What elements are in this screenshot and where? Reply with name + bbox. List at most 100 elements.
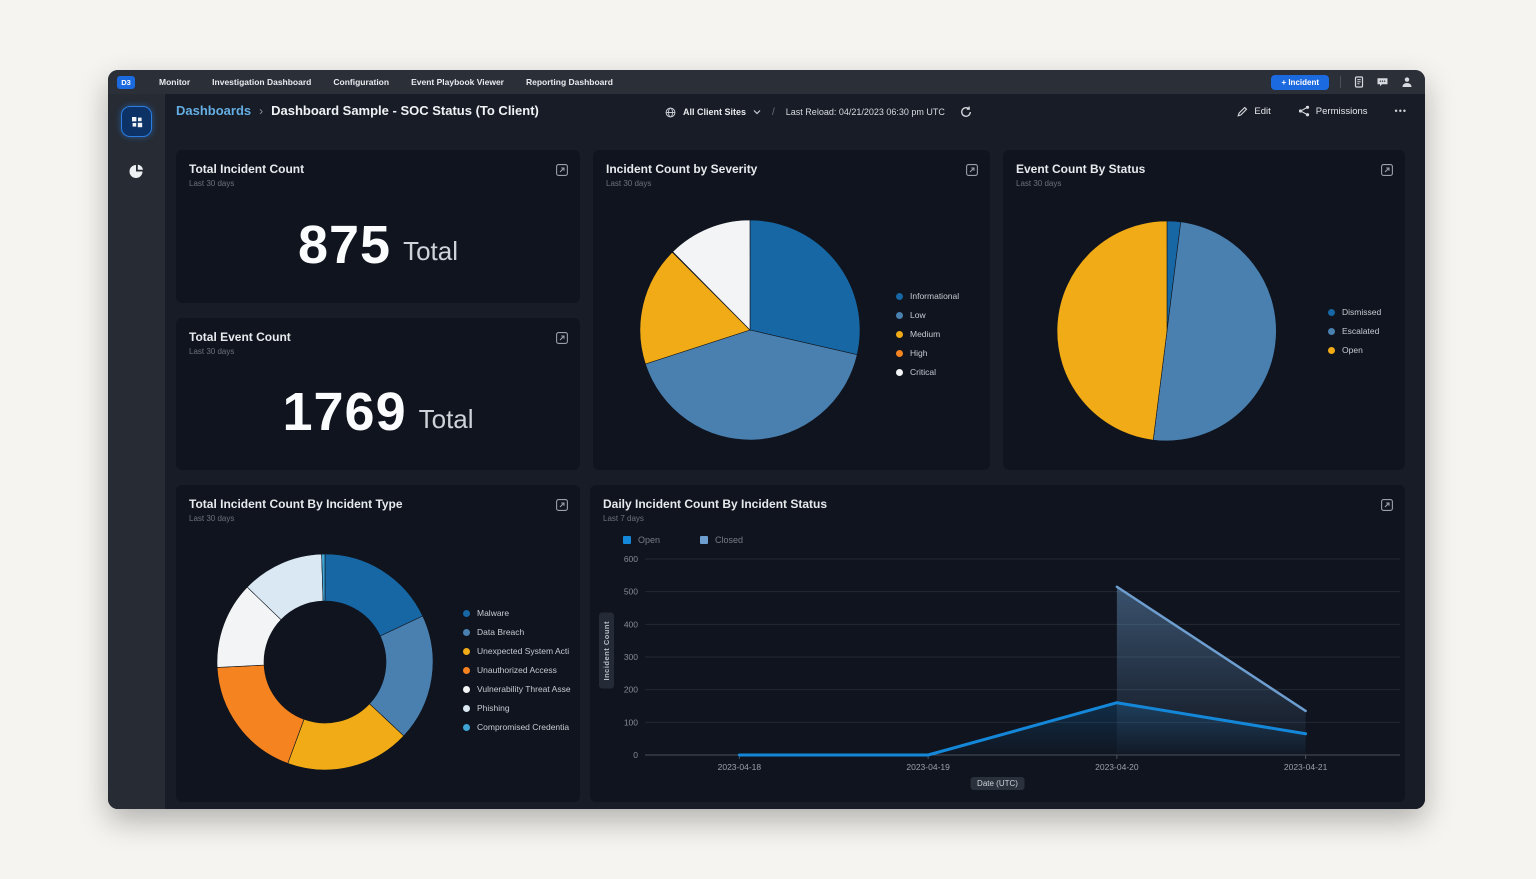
card-subtitle: Last 30 days <box>606 179 652 188</box>
expand-icon[interactable] <box>966 163 978 176</box>
legend-swatch-icon <box>896 292 903 300</box>
expand-icon[interactable] <box>556 163 568 176</box>
share-icon <box>1298 105 1310 117</box>
card-subtitle: Last 30 days <box>189 179 235 188</box>
legend-item[interactable]: Dismissed <box>1328 307 1403 317</box>
legend-item[interactable]: Compromised Credentia <box>463 722 577 732</box>
breadcrumb-dashboards-link[interactable]: Dashboards <box>176 103 252 118</box>
legend-swatch-icon <box>896 368 903 376</box>
legend-label: Critical <box>910 367 936 377</box>
legend-item[interactable]: Malware <box>463 608 577 618</box>
metric-unit: Total <box>418 403 474 434</box>
edit-button[interactable]: Edit <box>1237 106 1271 117</box>
pie-slice-low[interactable] <box>645 329 858 441</box>
card-header: Incident Count by Severity Last 30 days <box>593 150 990 188</box>
card-incident-count-by-severity: Incident Count by Severity Last 30 days … <box>593 150 990 470</box>
new-incident-button[interactable]: + Incident <box>1271 74 1329 90</box>
x-axis-label: Date (UTC) <box>970 777 1025 790</box>
nav-item-monitor[interactable]: Monitor <box>159 77 191 87</box>
last-reload-text: Last Reload: 04/21/2023 06:30 pm UTC <box>785 107 945 117</box>
line-series-closed[interactable] <box>1115 585 1307 713</box>
legend-label: Dismissed <box>1342 307 1382 317</box>
legend-item[interactable]: Open <box>623 535 660 545</box>
pie-slice-escalated[interactable] <box>1152 221 1277 442</box>
sidebar-item-dashboards[interactable] <box>121 106 152 137</box>
svg-text:2023-04-19: 2023-04-19 <box>906 762 950 772</box>
legend-label: Low <box>910 310 926 320</box>
card-header: Event Count By Status Last 30 days <box>1003 150 1405 188</box>
legend-item[interactable]: Vulnerability Threat Asse <box>463 684 577 694</box>
line-series-open[interactable] <box>737 701 1308 757</box>
pie-slice-critical[interactable] <box>672 219 751 331</box>
user-icon[interactable] <box>1400 76 1413 89</box>
header-center-group: All Client Sites / Last Reload: 04/21/20… <box>665 106 972 118</box>
card-header: Daily Incident Count By Incident Status … <box>590 485 1405 523</box>
legend-item[interactable]: Unexpected System Acti <box>463 646 577 656</box>
refresh-icon[interactable] <box>960 106 972 118</box>
left-sidebar <box>108 94 165 809</box>
expand-icon[interactable] <box>556 498 568 511</box>
document-icon[interactable] <box>1352 76 1365 89</box>
expand-icon[interactable] <box>1381 163 1393 176</box>
legend-item[interactable]: Data Breach <box>463 627 577 637</box>
card-title: Total Event Count <box>189 330 291 344</box>
metric-unit: Total <box>403 236 459 266</box>
metric: 1769 Total <box>176 354 580 470</box>
expand-icon[interactable] <box>556 331 568 344</box>
card-event-count-by-status: Event Count By Status Last 30 days Dismi… <box>1003 150 1405 470</box>
pie-slice-informational[interactable] <box>749 219 861 356</box>
legend-label: Open <box>638 535 661 545</box>
site-selector[interactable]: All Client Sites <box>683 107 747 117</box>
legend-label: Unauthorized Access <box>477 665 557 675</box>
svg-text:400: 400 <box>624 619 638 629</box>
status-pie-chart <box>1056 220 1277 442</box>
legend-swatch-icon <box>1328 327 1335 335</box>
legend-swatch-icon <box>463 685 470 693</box>
legend-swatch-icon <box>1328 308 1335 316</box>
legend-item[interactable]: Open <box>1328 345 1403 355</box>
app-window: D3 Monitor Investigation Dashboard Configu… <box>108 70 1425 809</box>
expand-icon[interactable] <box>1381 498 1393 511</box>
legend-label: Medium <box>910 329 941 339</box>
legend-item[interactable]: High <box>896 348 988 358</box>
severity-legend: Informational Low Medium High Critical <box>896 291 988 377</box>
d3-logo[interactable]: D3 <box>117 75 135 89</box>
permissions-label: Permissions <box>1315 105 1368 117</box>
legend-item[interactable]: Critical <box>896 367 988 377</box>
legend-item[interactable]: Phishing <box>463 703 577 713</box>
pie-slice-open[interactable] <box>1056 220 1168 441</box>
status-legend: Dismissed Escalated Open <box>1328 307 1403 355</box>
pie-slice-compromised-credentia[interactable] <box>321 553 326 602</box>
card-subtitle: Last 30 days <box>189 514 235 523</box>
nav-items: Monitor Investigation Dashboard Configurat… <box>159 77 613 87</box>
legend-item[interactable]: Medium <box>896 329 988 339</box>
pie-slice-medium[interactable] <box>639 251 751 365</box>
permissions-button[interactable]: Permissions <box>1298 105 1368 117</box>
nav-right: + Incident <box>1271 74 1413 90</box>
nav-item-configuration[interactable]: Configuration <box>333 77 390 87</box>
pie-slice-unauthorized-access[interactable] <box>216 664 305 764</box>
card-daily-incident-count: Daily Incident Count By Incident Status … <box>590 485 1405 802</box>
legend-item[interactable]: Escalated <box>1328 326 1403 336</box>
legend-swatch-icon <box>463 647 470 655</box>
legend-label: Informational <box>910 291 960 301</box>
legend-item[interactable]: Low <box>896 310 988 320</box>
sidebar-item-charts[interactable] <box>127 161 147 181</box>
more-options-button[interactable]: ••• <box>1394 106 1407 116</box>
legend-item[interactable]: Informational <box>896 291 988 301</box>
metric-value: 1769 <box>282 382 407 442</box>
main-content: Dashboards › Dashboard Sample - SOC Stat… <box>165 94 1425 809</box>
nav-item-event-playbook-viewer[interactable]: Event Playbook Viewer <box>411 77 504 87</box>
legend-item[interactable]: Unauthorized Access <box>463 665 577 675</box>
chat-icon[interactable] <box>1376 76 1389 89</box>
svg-text:500: 500 <box>624 587 638 597</box>
legend-item[interactable]: Closed <box>700 535 743 545</box>
legend-label: Phishing <box>477 703 510 713</box>
pencil-icon <box>1237 106 1248 117</box>
legend-swatch-icon <box>1328 346 1335 354</box>
nav-item-investigation-dashboard[interactable]: Investigation Dashboard <box>212 77 312 87</box>
nav-item-reporting-dashboard[interactable]: Reporting Dashboard <box>526 77 613 87</box>
chevron-down-icon[interactable] <box>753 109 761 115</box>
svg-text:600: 600 <box>624 554 638 564</box>
